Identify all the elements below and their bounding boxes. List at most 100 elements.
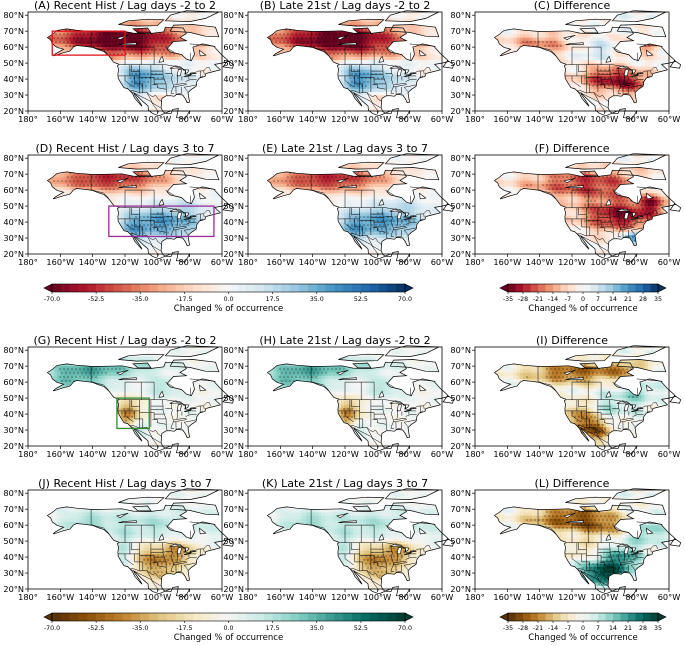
island-coastline: [338, 161, 385, 170]
island-coastline: [616, 24, 667, 38]
border-line: [571, 553, 581, 566]
lon-tick-label: 180°: [465, 592, 485, 602]
colorbar-segment: [387, 284, 397, 292]
lake: [176, 69, 182, 77]
colorbar-segment: [113, 284, 123, 292]
panel-title: (L) Difference: [535, 477, 610, 490]
border-line: [351, 542, 360, 551]
colorbar-segment: [237, 613, 247, 621]
lon-tick-label: 120°W: [558, 257, 586, 267]
colorbar-tick-label: 35: [654, 625, 662, 632]
lat-tick-label: 40°N: [450, 409, 471, 419]
lat-tick-label: 30°N: [450, 568, 471, 578]
lon-tick-label: 80°W: [625, 257, 648, 267]
lake: [631, 552, 639, 556]
border-line: [390, 211, 394, 237]
colorbar-segment: [184, 284, 194, 292]
colorbar-segment: [87, 284, 97, 292]
lon-tick-label: 160°W: [46, 592, 74, 602]
colorbar-segment: [193, 613, 203, 621]
border-line: [396, 75, 398, 85]
colorbar-tick-label: -35.0: [132, 296, 148, 303]
border-line: [366, 92, 381, 109]
border-line: [161, 64, 168, 96]
lat-tick-label: 80°N: [450, 488, 471, 498]
colorbar-segment: [175, 284, 185, 292]
border-line: [139, 77, 167, 85]
border-line: [576, 568, 610, 580]
colorbar-segment: [96, 613, 106, 621]
colorbar-tick-label: -21: [533, 296, 543, 303]
colorbar-segment: [166, 284, 176, 292]
border-line: [623, 410, 625, 420]
border-line: [177, 422, 182, 429]
colorbar-tick-label: 52.5: [354, 296, 368, 303]
colorbar-segment: [387, 613, 397, 621]
island-coastline: [669, 538, 682, 547]
colorbar-segment: [590, 284, 599, 292]
island-coastline: [118, 353, 165, 362]
panel-title: (D) Recent Hist / Lag days 3 to 7: [36, 142, 215, 155]
border-line: [120, 542, 211, 553]
colorbar-segment: [219, 284, 229, 292]
border-line: [146, 92, 161, 109]
border-line: [396, 553, 398, 563]
colorbar-segment: [635, 613, 644, 621]
panel-title: (G) Recent Hist / Lag days -2 to 2: [34, 334, 217, 347]
lat-tick-label: 40°N: [450, 217, 471, 227]
border-line: [620, 84, 634, 88]
border-line: [586, 220, 614, 228]
border-line: [632, 222, 644, 225]
lon-tick-label: 100°W: [590, 114, 618, 124]
lon-tick-label: 120°W: [331, 592, 359, 602]
lat-tick-label: 40°N: [450, 552, 471, 562]
lake: [336, 178, 349, 184]
colorbar-tick-label: 21: [624, 296, 632, 303]
colorbar-segment: [369, 284, 379, 292]
colorbar-tick-label: -14: [548, 296, 558, 303]
border-line: [372, 419, 387, 425]
border-line: [366, 427, 381, 444]
anomaly-field: [494, 347, 671, 447]
border-line: [203, 70, 205, 75]
lat-tick-label: 30°N: [3, 233, 24, 243]
colorbar-segment: [590, 613, 599, 621]
colorbar-tick-label: 17.5: [266, 296, 280, 303]
border-line: [385, 524, 394, 531]
colorbar-segment: [583, 284, 591, 292]
island-coastline: [565, 353, 612, 362]
border-line: [608, 207, 615, 239]
colorbar-segment: [60, 284, 70, 292]
island-coastline: [389, 24, 440, 38]
border-line: [310, 174, 329, 199]
colorbar-tick-label: -35.0: [132, 625, 148, 632]
lon-tick-label: 120°W: [111, 449, 139, 459]
lat-tick-label: 40°N: [223, 409, 244, 419]
border-line: [354, 553, 364, 571]
lon-tick-label: 80°W: [625, 114, 648, 124]
lat-tick-label: 70°N: [450, 504, 471, 514]
lat-tick-label: 40°N: [223, 217, 244, 227]
border-line: [372, 84, 387, 90]
colorbar-tick-label: 0: [581, 296, 585, 303]
border-line: [129, 568, 163, 580]
border-line: [134, 218, 144, 236]
map-panel: (G) Recent Hist / Lag days -2 to 2 80°N 70…: [3, 334, 235, 459]
island-coastline: [132, 27, 152, 34]
colorbar-max-extend: [404, 283, 414, 293]
border-line: [134, 75, 144, 93]
coastline: [46, 504, 230, 599]
border-line: [199, 549, 204, 556]
border-line: [129, 233, 160, 256]
border-line: [636, 521, 663, 525]
lon-tick-label: 140°W: [526, 257, 554, 267]
colorbar-tick-label: 14: [609, 625, 617, 632]
colorbar-tick-label: -7: [565, 625, 571, 632]
coastline: [493, 504, 677, 599]
colorbar-segment: [290, 284, 300, 292]
colorbar-segment: [650, 613, 659, 621]
border-line: [403, 562, 417, 570]
lon-tick-label: 120°W: [331, 449, 359, 459]
lake: [118, 520, 137, 523]
lat-tick-label: 60°N: [3, 42, 24, 52]
